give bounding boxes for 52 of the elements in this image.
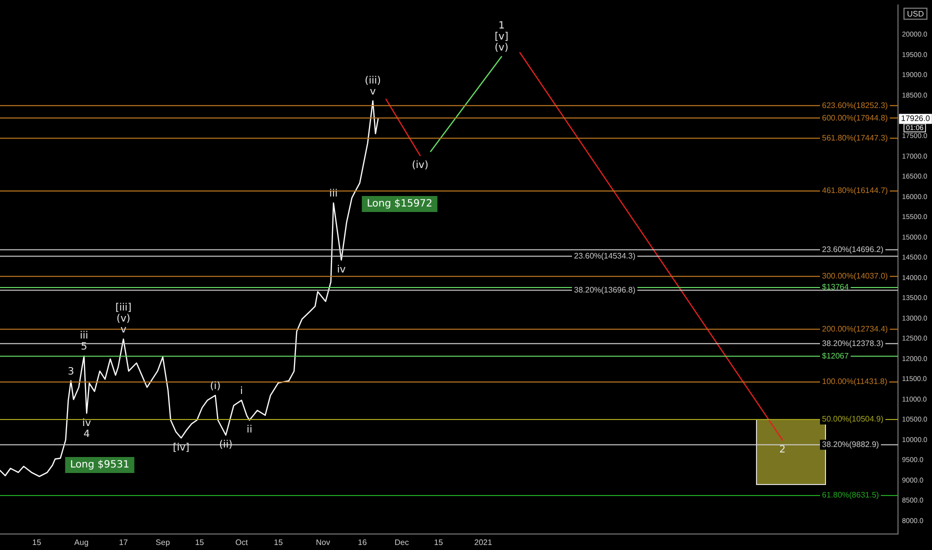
- y-axis-title: USD: [907, 9, 924, 18]
- x-tick-label: 15: [195, 538, 205, 548]
- ref-line-label: 561.80%(17447.3): [822, 133, 888, 142]
- ref-line-label: 50.00%(10504.9): [822, 414, 884, 424]
- annotation: (v): [116, 314, 130, 325]
- annotation: iv: [336, 264, 346, 276]
- x-tick-label: Nov: [316, 538, 330, 548]
- x-tick-label: 15: [274, 538, 284, 548]
- annotation: (i): [210, 381, 221, 392]
- ref-line-label: 461.80%(16144.7): [822, 186, 888, 196]
- annotation: 3: [68, 366, 74, 378]
- annotation: Long $9531: [70, 460, 130, 471]
- ref-line-label: 200.00%(12734.4): [822, 324, 888, 334]
- annotation: [iv]: [172, 442, 190, 454]
- ref-line-label: $12067: [822, 351, 850, 360]
- annotation: 5: [80, 342, 88, 353]
- x-tick-label: 15: [434, 538, 444, 548]
- annotation: (iii): [364, 75, 382, 86]
- annotation: iii: [80, 330, 88, 342]
- annotation: [iii]: [115, 302, 132, 314]
- ref-line-label: 23.60%(14534.3): [574, 251, 636, 260]
- annotation: iv: [82, 418, 92, 429]
- x-tick-label: Oct: [235, 538, 249, 548]
- annotation: [v]: [494, 31, 508, 42]
- ref-line-label: 38.20%(12378.3): [822, 338, 884, 348]
- ref-line-label: 23.60%(14696.2): [822, 244, 884, 254]
- x-tick-label: Aug: [74, 538, 89, 548]
- ref-line-label: 38.20%(9882.9): [822, 440, 880, 449]
- ref-line-label: 600.00%(17944.8): [822, 113, 888, 122]
- x-tick-label: 15: [32, 538, 42, 548]
- annotation: (iv): [412, 160, 428, 172]
- annotation: v: [370, 86, 376, 98]
- x-tick-label: Sep: [156, 538, 170, 548]
- annotation: 1: [498, 20, 505, 32]
- ref-line-label: 100.00%(11431.8): [822, 377, 888, 386]
- ref-line-label: 38.20%(13696.8): [574, 285, 636, 294]
- x-tick-label: 17: [118, 538, 128, 548]
- x-tick-label: 2021: [474, 538, 493, 548]
- x-tick-label: Dec: [394, 538, 409, 548]
- annotation: 2: [779, 444, 786, 456]
- ref-line-label: 61.80%(8631.5): [822, 490, 880, 500]
- ref-line-label: 300.00%(14037.0): [822, 272, 888, 281]
- annotation: Long $15972: [366, 198, 432, 210]
- annotation: i: [240, 386, 243, 397]
- annotation: ii: [246, 424, 252, 436]
- ref-line-label: $13764: [822, 282, 850, 292]
- annotation: 4: [83, 428, 90, 440]
- x-tick-label: 16: [358, 538, 368, 548]
- annotation: iii: [329, 188, 338, 200]
- annotation: (v): [494, 42, 508, 54]
- ref-line-label: 623.60%(18252.3): [822, 100, 888, 110]
- annotation: 17926.0: [901, 114, 930, 124]
